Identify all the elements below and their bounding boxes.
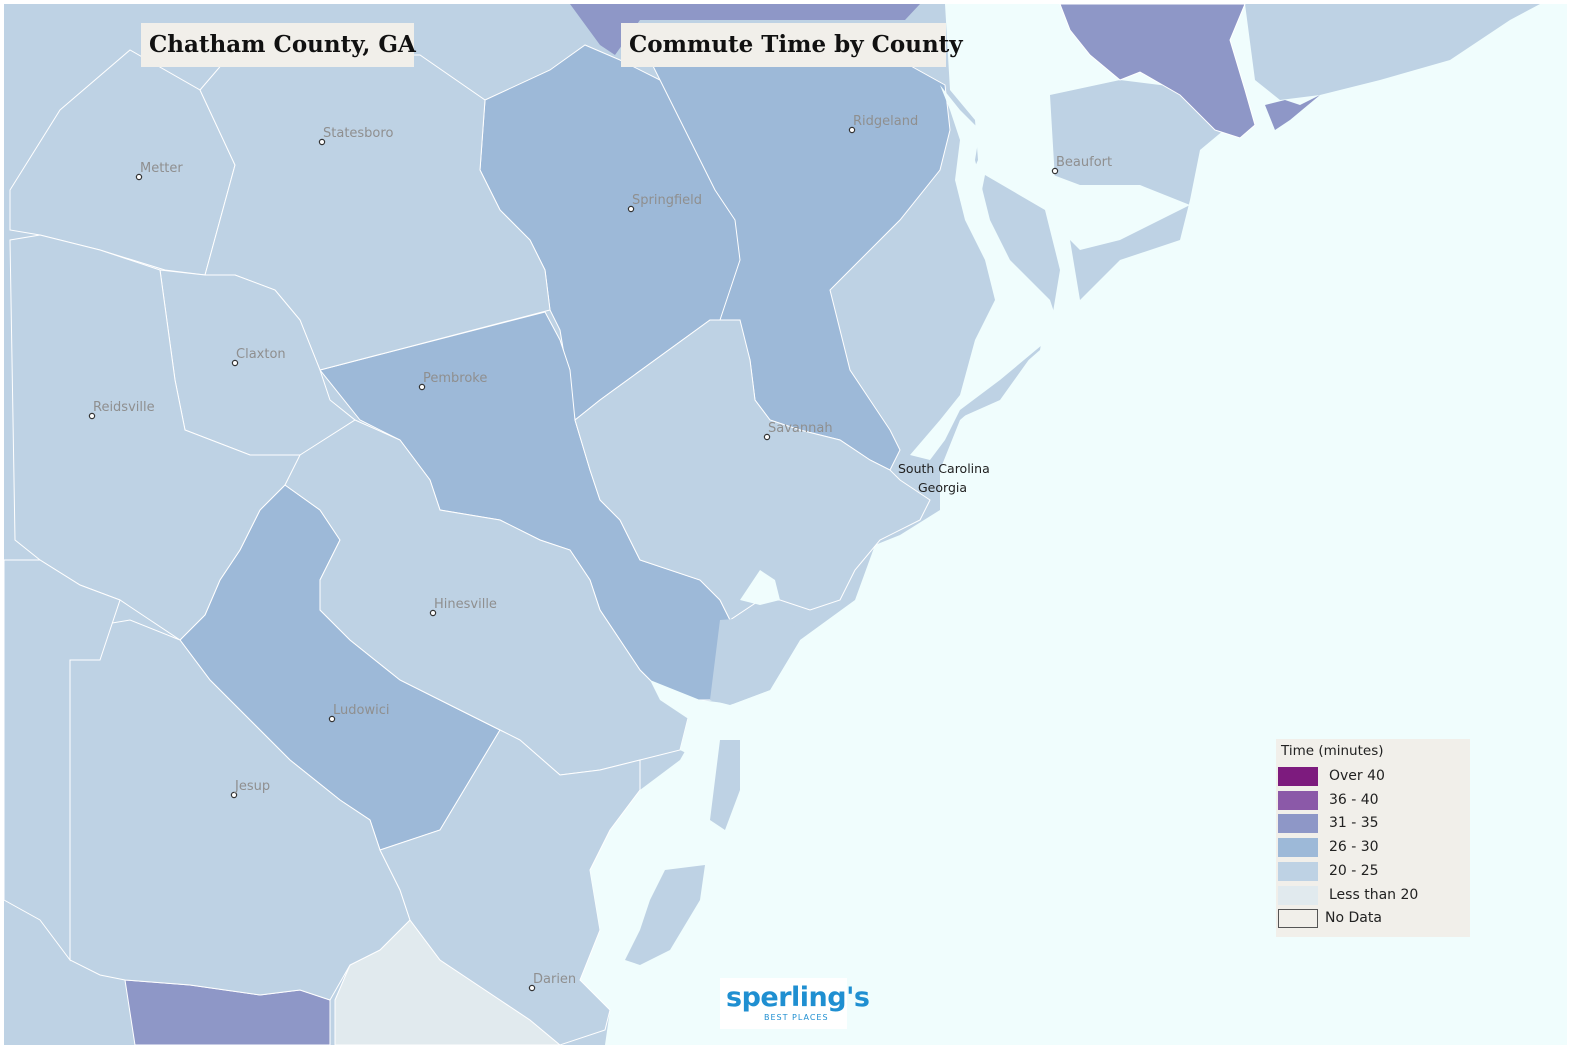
island-1 xyxy=(710,740,740,830)
legend-swatch xyxy=(1278,838,1318,858)
logo-wordmark: sperling's xyxy=(726,982,870,1013)
county-31-35-island xyxy=(1265,95,1320,130)
broad-river xyxy=(1040,170,1190,250)
city-marker-savannah[interactable] xyxy=(763,433,771,441)
city-marker-reidsville[interactable] xyxy=(88,412,96,420)
city-marker-darien[interactable] xyxy=(528,984,536,992)
city-label-ludowici: Ludowici xyxy=(333,703,389,718)
legend-label: 26 - 30 xyxy=(1329,839,1379,856)
county-jasper-ridgeland xyxy=(649,59,951,471)
city-marker-pembroke[interactable] xyxy=(418,383,426,391)
city-marker-jesup[interactable] xyxy=(230,791,238,799)
city-marker-ridgeland[interactable] xyxy=(848,126,856,134)
port-royal-sound xyxy=(910,85,1060,460)
city-label-statesboro: Statesboro xyxy=(323,126,393,141)
legend-label: Less than 20 xyxy=(1329,886,1419,903)
county-31-35-jasper-sc xyxy=(1059,3,1256,139)
legend-item: 26 - 30 xyxy=(1278,836,1468,858)
city-marker-metter[interactable] xyxy=(135,173,143,181)
county-31-35-north xyxy=(570,4,920,55)
st-catherines-sound xyxy=(680,705,740,760)
legend-item: 20 - 25 xyxy=(1278,860,1468,882)
county-title: Chatham County, GA xyxy=(141,23,416,67)
legend-swatch xyxy=(1278,767,1318,786)
city-label-hinesville: Hinesville xyxy=(434,597,497,612)
wassaw-sound xyxy=(740,570,780,605)
city-marker-hinesville[interactable] xyxy=(429,609,437,617)
legend-label: 31 - 35 xyxy=(1329,815,1379,832)
city-label-beaufort: Beaufort xyxy=(1056,155,1112,170)
legend-title: Time (minutes) xyxy=(1281,743,1384,759)
state-label-georgia: Georgia xyxy=(918,480,967,495)
city-label-savannah: Savannah xyxy=(768,421,833,436)
city-marker-claxton[interactable] xyxy=(231,359,239,367)
sperlings-logo[interactable]: sperling's BEST PLACES xyxy=(720,978,870,1029)
sapelo-sound xyxy=(590,860,650,940)
legend-swatch xyxy=(1278,814,1318,834)
legend-swatch xyxy=(1278,790,1318,810)
county-west-edge xyxy=(3,559,121,962)
city-label-jesup: Jesup xyxy=(234,779,270,794)
legend-item: Over 40 xyxy=(1278,765,1468,787)
county-chatham xyxy=(574,319,931,621)
legend-item: No Data xyxy=(1278,907,1468,929)
city-marker-beaufort[interactable] xyxy=(1051,167,1059,175)
city-label-claxton: Claxton xyxy=(236,347,286,362)
legend-swatch xyxy=(1278,885,1318,905)
map-title: Commute Time by County xyxy=(621,23,963,67)
city-marker-statesboro[interactable] xyxy=(318,138,326,146)
legend-label: 20 - 25 xyxy=(1329,862,1379,879)
legend-swatch xyxy=(1278,861,1318,881)
legend-swatch xyxy=(1278,909,1318,929)
hilton-head-land xyxy=(1245,4,1540,100)
legend-label: Over 40 xyxy=(1329,768,1385,784)
city-label-pembroke: Pembroke xyxy=(423,371,487,386)
state-label-south-carolina: South Carolina xyxy=(898,461,990,476)
city-marker-ludowici[interactable] xyxy=(328,715,336,723)
city-label-metter: Metter xyxy=(140,161,183,176)
logo-tagline: BEST PLACES xyxy=(764,1013,829,1022)
city-label-darien: Darien xyxy=(533,972,576,987)
legend-item: 31 - 35 xyxy=(1278,812,1468,834)
city-marker-springfield[interactable] xyxy=(627,205,635,213)
legend-label: 36 - 40 xyxy=(1329,791,1379,808)
legend-item: 36 - 40 xyxy=(1278,789,1468,811)
city-label-springfield: Springfield xyxy=(632,193,702,208)
city-label-reidsville: Reidsville xyxy=(93,400,155,415)
city-label-ridgeland: Ridgeland xyxy=(853,114,918,129)
island-3 xyxy=(710,615,800,705)
legend-item: Less than 20 xyxy=(1278,884,1468,906)
island-2 xyxy=(625,865,705,965)
city-markers: Metter Statesboro Springfield Ridgeland Beau… xyxy=(88,114,1112,992)
legend: Time (minutes) Over 40 36 - 40 31 - 35 26 -… xyxy=(1276,739,1470,937)
legend-label: No Data xyxy=(1325,910,1382,927)
